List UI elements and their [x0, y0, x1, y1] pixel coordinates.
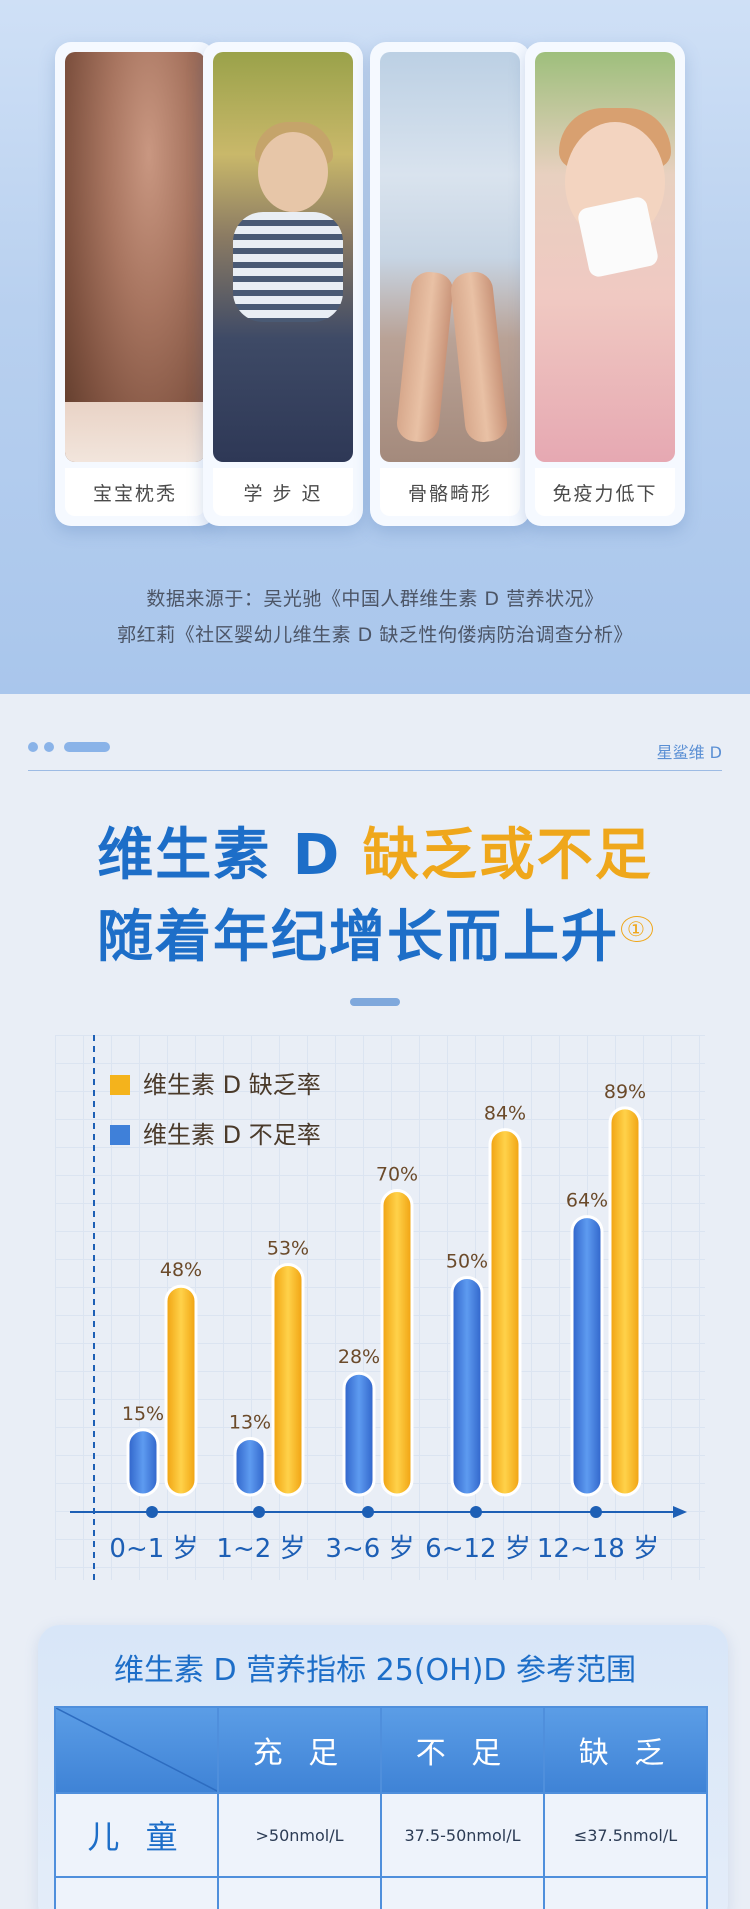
photo-toddler-walking — [213, 52, 353, 462]
row-label-children: 儿 童 — [54, 1792, 219, 1878]
cell-deficient: ≤37.5nmol/L — [543, 1792, 708, 1878]
label-deficiency: 53% — [267, 1237, 309, 1259]
bar-deficiency — [380, 1189, 414, 1497]
x-tick-label: 12~18 岁 — [537, 1534, 659, 1564]
bar-deficiency — [608, 1106, 642, 1497]
label-deficiency: 48% — [160, 1259, 202, 1281]
source-line-2: 郭红莉《社区婴幼儿维生素 D 缺乏性佝偻病防治调查分析》 — [117, 624, 633, 646]
x-tick-dot — [362, 1506, 374, 1518]
chart-area: 维生素 D 缺乏率 维生素 D 不足率 15% 48% 0~1 岁 13% 53% 1~2 岁… — [55, 1035, 705, 1580]
legend-swatch — [110, 1125, 130, 1145]
table-title: 维生素 D 营养指标 25(OH)D 参考范围 — [113, 1653, 637, 1688]
photo-child-sneezing — [535, 52, 675, 462]
cell — [217, 1876, 382, 1909]
table-row — [54, 1876, 708, 1909]
row-label — [54, 1876, 219, 1909]
x-tick-dot — [146, 1506, 158, 1518]
legend-swatch — [110, 1075, 130, 1095]
symptom-card-bald-spot: 宝宝枕秃 — [55, 42, 215, 526]
brand-label: 星鲨维 D — [656, 743, 722, 762]
headline-blue: 维生素 D — [97, 823, 342, 888]
x-axis-arrow — [673, 1506, 687, 1518]
label-insufficiency: 64% — [566, 1190, 608, 1212]
label-deficiency: 70% — [376, 1164, 418, 1186]
photo-baby-bald-spot — [65, 52, 205, 462]
label-insufficiency: 15% — [122, 1403, 164, 1425]
x-tick-dot — [470, 1506, 482, 1518]
x-tick-label: 1~2 岁 — [216, 1534, 305, 1564]
footnote-marker: ① — [621, 916, 653, 943]
headline-line-2-text: 随着年纪增长而上升 — [97, 905, 620, 970]
header-adequate: 充 足 — [217, 1706, 382, 1794]
x-tick-label: 6~12 岁 — [425, 1534, 531, 1564]
source-line-1: 数据来源于：吴光驰《中国人群维生素 D 营养状况》 — [146, 588, 604, 610]
cell-adequate: >50nmol/L — [217, 1792, 382, 1878]
bar-deficiency — [488, 1128, 522, 1497]
symptom-caption: 骨骼畸形 — [380, 468, 520, 516]
symptom-card-low-immunity: 免疫力低下 — [525, 42, 685, 526]
table-corner — [54, 1706, 219, 1794]
table-row: 儿 童 >50nmol/L 37.5-50nmol/L ≤37.5nmol/L — [54, 1792, 708, 1878]
title-underline — [350, 998, 400, 1006]
x-tick-dot — [253, 1506, 265, 1518]
bar-insufficiency — [450, 1276, 484, 1497]
decor-dots — [28, 742, 110, 752]
header-insufficient: 不 足 — [380, 1706, 545, 1794]
symptom-caption: 免疫力低下 — [535, 468, 675, 516]
photo-bowed-legs — [380, 52, 520, 462]
symptom-card-late-walking: 学 步 迟 — [203, 42, 363, 526]
label-deficiency: 84% — [484, 1103, 526, 1125]
bar-insufficiency — [342, 1371, 376, 1497]
bar-insufficiency — [570, 1215, 604, 1497]
bar-insufficiency — [126, 1428, 160, 1497]
symptom-card-bone-deformity: 骨骼畸形 — [370, 42, 530, 526]
symptom-caption: 学 步 迟 — [213, 468, 353, 516]
corner-diagonal — [56, 1708, 217, 1792]
cell — [380, 1876, 545, 1909]
bar-deficiency — [164, 1284, 198, 1497]
symptom-section: 宝宝枕秃 学 步 迟 骨骼畸形 免疫力低下 数据来源于：吴光驰《中国人群维生素 … — [0, 0, 750, 694]
cell-insufficient: 37.5-50nmol/L — [380, 1792, 545, 1878]
headline-line-2: 随着年纪增长而上升 ① — [0, 892, 750, 973]
label-insufficiency: 28% — [338, 1346, 380, 1368]
symptom-caption: 宝宝枕秃 — [65, 468, 205, 516]
reference-table: 充 足 不 足 缺 乏 儿 童 >50nmol/L 37.5-50nmol/L … — [54, 1706, 708, 1909]
divider — [28, 770, 722, 771]
label-insufficiency: 50% — [446, 1251, 488, 1273]
headline-orange: 缺乏或不足 — [362, 823, 653, 888]
bar-deficiency — [271, 1262, 305, 1497]
x-tick-dot — [590, 1506, 602, 1518]
label-insufficiency: 13% — [229, 1411, 271, 1433]
legend-label: 维生素 D 缺乏率 — [143, 1071, 321, 1099]
bar-insufficiency — [233, 1436, 267, 1497]
header-deficient: 缺 乏 — [543, 1706, 708, 1794]
headline-line-1: 维生素 D 缺乏或不足 — [0, 810, 750, 891]
legend-label: 维生素 D 不足率 — [143, 1121, 321, 1149]
x-tick-label: 3~6 岁 — [325, 1534, 414, 1564]
table-header-row: 充 足 不 足 缺 乏 — [54, 1706, 708, 1794]
label-deficiency: 89% — [604, 1081, 646, 1103]
cell — [543, 1876, 708, 1909]
x-tick-label: 0~1 岁 — [109, 1534, 198, 1564]
